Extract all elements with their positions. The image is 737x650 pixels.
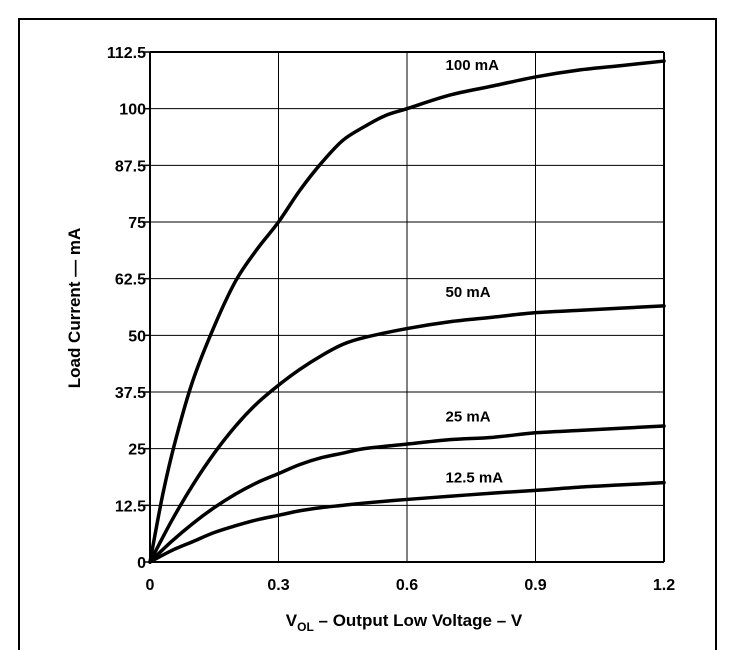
series-line <box>148 424 666 564</box>
series-label: 12.5 mA <box>446 470 504 487</box>
series-line <box>148 480 666 564</box>
y-tick-label: 12.5 <box>115 498 146 515</box>
series-line <box>148 59 666 564</box>
x-axis-label-main: V <box>286 611 298 630</box>
y-tick-label: 112.5 <box>107 45 146 62</box>
y-tick-label: 25 <box>128 442 146 459</box>
x-axis-label: VOL – Output Low Voltage – V <box>286 611 523 634</box>
series-label: 25 mA <box>446 408 491 425</box>
series-group <box>148 59 666 564</box>
y-tick-label: 62.5 <box>115 272 146 289</box>
y-tick-label: 0 <box>137 555 146 572</box>
y-axis-label: Load Current — mA <box>65 228 84 389</box>
x-tick-label: 0.9 <box>524 577 546 594</box>
y-tick-label: 75 <box>128 215 146 232</box>
y-tick-label: 87.5 <box>115 158 146 175</box>
grid <box>144 51 665 563</box>
x-tick-label: 1.2 <box>653 577 675 594</box>
y-tick-label: 37.5 <box>115 385 146 402</box>
series-line <box>148 304 666 564</box>
x-axis-label-rest: – Output Low Voltage – V <box>314 611 523 630</box>
x-axis-label-subscript: OL <box>297 620 314 634</box>
tick-labels: 0 0.3 0.6 0.9 1.2 0 12.5 25 37.5 50 62.5 75 87.5 100 1… <box>107 45 675 594</box>
series-labels: 100 mA 50 mA 25 mA 12.5 mA <box>446 57 504 487</box>
y-tick-label: 100 <box>119 102 146 119</box>
series-label: 100 mA <box>446 57 500 74</box>
y-tick-label: 50 <box>128 328 146 345</box>
x-tick-label: 0.6 <box>396 577 418 594</box>
x-tick-label: 0 <box>146 577 155 594</box>
series-label: 50 mA <box>446 284 491 301</box>
x-tick-label: 0.3 <box>267 577 289 594</box>
